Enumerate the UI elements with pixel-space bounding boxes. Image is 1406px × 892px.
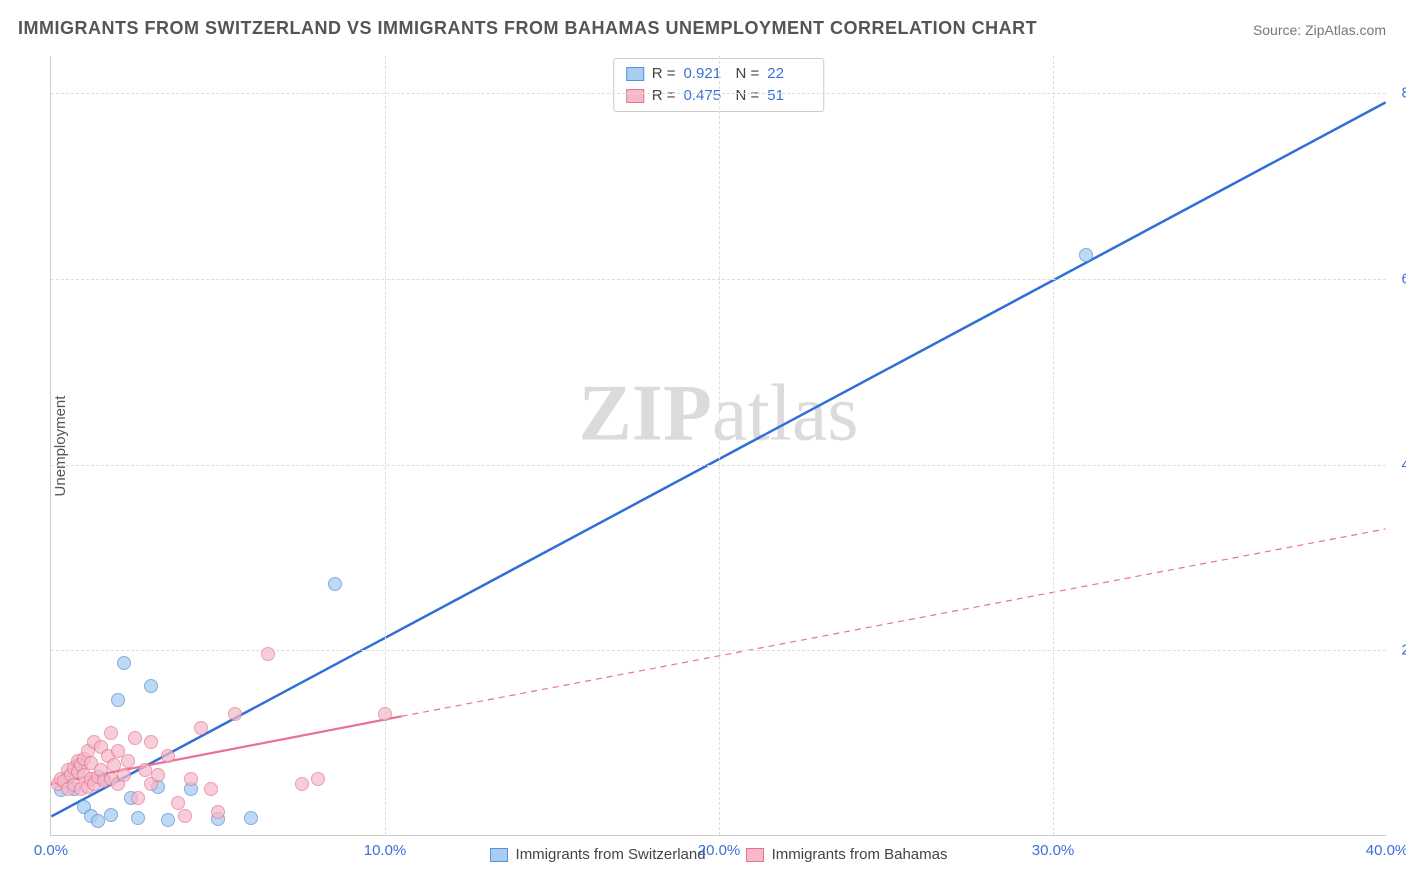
legend-swatch [746, 848, 764, 862]
scatter-point [161, 749, 175, 763]
series-legend-item: Immigrants from Switzerland [490, 846, 706, 863]
x-tick-label: 30.0% [1032, 842, 1075, 859]
scatter-point [171, 796, 185, 810]
scatter-point [131, 791, 145, 805]
scatter-point [151, 768, 165, 782]
series-legend-label: Immigrants from Switzerland [516, 846, 706, 863]
stat-r-label: R = [652, 63, 676, 85]
scatter-point [104, 808, 118, 822]
scatter-point [184, 772, 198, 786]
scatter-point [121, 754, 135, 768]
x-tick-label: 10.0% [364, 842, 407, 859]
series-legend-label: Immigrants from Bahamas [772, 846, 948, 863]
scatter-point [1079, 248, 1093, 262]
stat-r-label: R = [652, 85, 676, 107]
watermark-rest: atlas [712, 370, 859, 458]
x-tick-label: 20.0% [698, 842, 741, 859]
legend-swatch [490, 848, 508, 862]
scatter-point [311, 772, 325, 786]
gridline-vertical [719, 56, 720, 835]
scatter-point [228, 707, 242, 721]
scatter-point [194, 721, 208, 735]
stat-r-value: 0.475 [684, 85, 728, 107]
scatter-point [144, 735, 158, 749]
gridline-vertical [1053, 56, 1054, 835]
stat-n-label: N = [736, 63, 760, 85]
scatter-point [91, 814, 105, 828]
watermark-bold: ZIP [579, 370, 712, 458]
legend-swatch [626, 89, 644, 103]
trend-line-extension [402, 529, 1386, 716]
y-tick-label: 60.0% [1394, 270, 1406, 287]
chart-title: IMMIGRANTS FROM SWITZERLAND VS IMMIGRANT… [18, 18, 1037, 39]
scatter-point [117, 768, 131, 782]
stat-r-value: 0.921 [684, 63, 728, 85]
scatter-point [261, 647, 275, 661]
scatter-point [138, 763, 152, 777]
scatter-point [131, 811, 145, 825]
x-tick-label: 0.0% [34, 842, 68, 859]
y-tick-label: 20.0% [1394, 642, 1406, 659]
scatter-point [178, 809, 192, 823]
stat-n-label: N = [736, 85, 760, 107]
scatter-point [328, 577, 342, 591]
scatter-point [144, 679, 158, 693]
scatter-point [111, 693, 125, 707]
stat-n-value: 22 [767, 63, 811, 85]
y-tick-label: 40.0% [1394, 456, 1406, 473]
scatter-point [295, 777, 309, 791]
scatter-point [244, 811, 258, 825]
scatter-point [117, 656, 131, 670]
y-tick-label: 80.0% [1394, 85, 1406, 102]
scatter-point [161, 813, 175, 827]
stat-n-value: 51 [767, 85, 811, 107]
plot-area: ZIPatlas R =0.921N =22R =0.475N =51 Immi… [50, 56, 1386, 836]
x-tick-label: 40.0% [1366, 842, 1406, 859]
legend-swatch [626, 67, 644, 81]
scatter-point [128, 731, 142, 745]
scatter-point [204, 782, 218, 796]
scatter-point [211, 805, 225, 819]
scatter-point [104, 726, 118, 740]
series-legend-item: Immigrants from Bahamas [746, 846, 948, 863]
source-attribution: Source: ZipAtlas.com [1253, 22, 1386, 38]
scatter-point [378, 707, 392, 721]
